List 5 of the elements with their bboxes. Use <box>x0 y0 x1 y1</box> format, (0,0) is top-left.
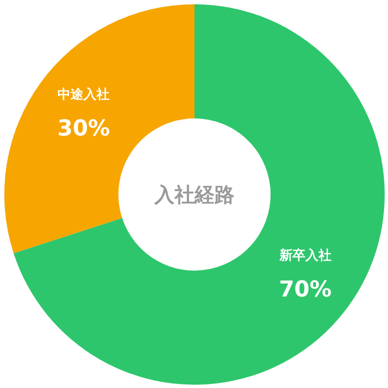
text: 入社経路 <box>154 182 234 206</box>
data-label: 30% <box>57 116 110 142</box>
slice-label: 中途入社 <box>58 86 110 102</box>
data-label: 70% <box>278 278 332 303</box>
slice-label: 新卒入社 <box>278 247 332 264</box>
